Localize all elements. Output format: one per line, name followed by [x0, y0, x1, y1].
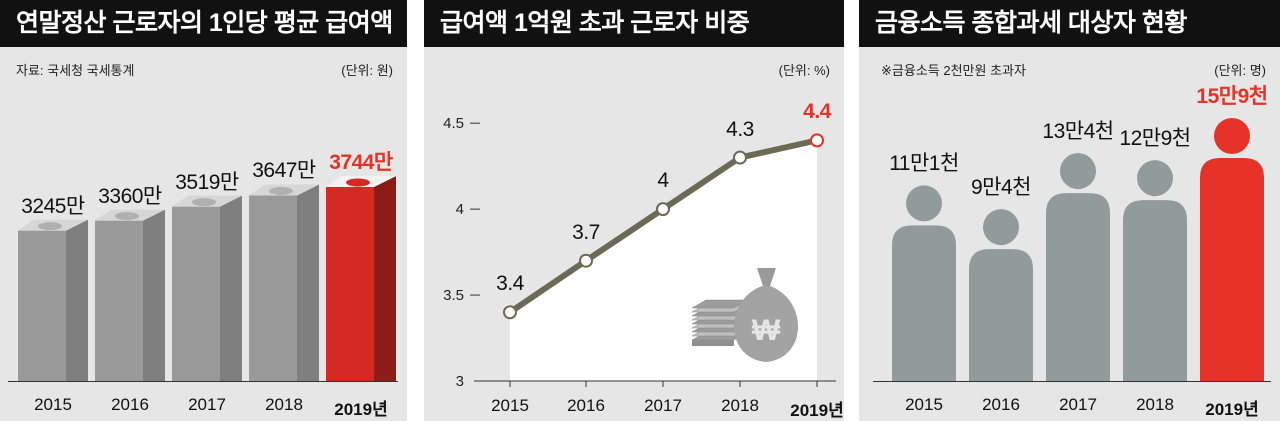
- money-stack-base: [692, 340, 734, 346]
- salary-bar-front: [326, 187, 374, 381]
- line-year-label: 2018: [721, 396, 759, 415]
- salary-value-label: 3245만: [21, 194, 85, 218]
- person-year-label: 2019년: [1205, 400, 1259, 419]
- person-body: [1200, 158, 1264, 381]
- y-tick-label: 4.5: [443, 115, 464, 132]
- person-value-label: 13만4천: [1042, 120, 1114, 144]
- person-body: [1123, 200, 1187, 381]
- salary-bar-front: [249, 195, 297, 381]
- person-year-label: 2016: [982, 395, 1020, 414]
- person-bar-4: [1200, 118, 1264, 381]
- salary-bill-icon: [346, 178, 370, 187]
- financial-income-chart-title: 금융소득 종합과세 대상자 현황: [859, 0, 1280, 47]
- person-value-label: 9만4천: [971, 176, 1032, 200]
- salary-bar-1: [95, 209, 165, 381]
- line-value-label: 4.3: [726, 117, 754, 141]
- salary-bill-icon: [269, 186, 293, 195]
- salary-panel: 연말정산 근로자의 1인당 평균 급여액 자료: 국세청 국세통계 (단위: 원…: [0, 0, 407, 421]
- salary-bar-chart: [18, 176, 396, 381]
- salary-bar-front: [95, 220, 143, 381]
- salary-bar-side: [374, 176, 396, 381]
- person-head: [1214, 118, 1250, 154]
- salary-year-label: 2017: [188, 395, 226, 414]
- salary-bar-4: [326, 176, 396, 381]
- salary-bar-side: [66, 219, 88, 381]
- salary-bar-side: [297, 184, 319, 381]
- salary-bar-side: [220, 195, 242, 381]
- line-year-label: 2017: [644, 396, 682, 415]
- person-bar-0: [892, 185, 956, 381]
- person-value-label: 15만9천: [1196, 85, 1268, 108]
- won-symbol: ₩: [752, 314, 781, 347]
- y-tick-label: 3.5: [443, 287, 464, 304]
- financial-income-panel: 금융소득 종합과세 대상자 현황 ※금융소득 2천만원 초과자 (단위: 명) …: [859, 0, 1280, 421]
- line-value-label: 4: [657, 169, 669, 193]
- data-point-2: [656, 202, 670, 217]
- high-earner-line-chart: 3 3.5 4 4.5 ₩: [443, 115, 836, 390]
- salary-bar-2: [172, 195, 242, 381]
- financial-income-person-chart: [892, 118, 1264, 381]
- person-head: [1137, 160, 1173, 197]
- salary-bar-3: [249, 184, 319, 381]
- salary-value-label: 3360만: [98, 184, 162, 208]
- salary-bill-icon: [38, 222, 62, 231]
- financial-income-unit: (단위: 명): [1214, 63, 1266, 78]
- bag-body: [733, 286, 799, 362]
- data-point-0: [503, 305, 517, 320]
- person-year-label: 2015: [905, 395, 943, 414]
- person-head: [906, 185, 942, 222]
- person-body: [892, 225, 956, 381]
- y-tick-label: 4: [456, 201, 464, 218]
- financial-income-baseline: [873, 381, 1271, 382]
- person-body: [1046, 193, 1110, 381]
- salary-year-label: 2016: [111, 395, 149, 414]
- salary-unit: (단위: 원): [341, 63, 393, 78]
- salary-value-label: 3647만: [252, 159, 316, 183]
- salary-year-label: 2019년: [334, 400, 388, 419]
- financial-income-note: ※금융소득 2천만원 초과자: [881, 63, 1026, 78]
- person-bar-1: [969, 209, 1033, 381]
- high-earner-unit: (단위: %): [778, 63, 830, 78]
- salary-bill-icon: [115, 212, 139, 221]
- person-bar-2: [1046, 153, 1110, 381]
- salary-chart-title: 연말정산 근로자의 1인당 평균 급여액: [0, 0, 407, 47]
- salary-baseline: [8, 381, 398, 382]
- data-point-4: [810, 133, 824, 148]
- line-year-label: 2019년: [790, 401, 844, 420]
- salary-value-label: 3744만: [329, 151, 393, 174]
- salary-bill-icon: [192, 198, 216, 207]
- data-point-3: [733, 150, 747, 165]
- y-tick-label: 3: [456, 373, 464, 390]
- salary-bar-side: [143, 209, 165, 381]
- data-point-1: [579, 253, 593, 268]
- person-body: [969, 249, 1033, 381]
- high-earner-chart-title: 급여액 1억원 초과 근로자 비중: [424, 0, 844, 47]
- person-year-label: 2017: [1059, 395, 1097, 414]
- money-bag-icon: ₩: [733, 268, 799, 362]
- person-value-label: 12만9천: [1119, 127, 1191, 151]
- person-head: [1060, 153, 1096, 190]
- salary-year-label: 2015: [34, 395, 72, 414]
- person-value-label: 11만1천: [889, 152, 959, 176]
- salary-year-label: 2018: [265, 395, 303, 414]
- person-bar-3: [1123, 160, 1187, 381]
- line-value-label: 4.4: [803, 100, 831, 124]
- high-earner-panel: 급여액 1억원 초과 근로자 비중 (단위: %) 3 3.5 4 4.5 ₩ 3.4 2…: [424, 0, 844, 421]
- person-head: [983, 209, 1019, 246]
- salary-bar-0: [18, 219, 88, 381]
- line-year-label: 2016: [567, 396, 605, 415]
- line-year-label: 2015: [491, 396, 529, 415]
- line-value-label: 3.7: [572, 220, 600, 244]
- line-value-label: 3.4: [496, 272, 524, 296]
- salary-bar-front: [172, 206, 220, 381]
- salary-source: 자료: 국세청 국세통계: [16, 63, 135, 78]
- bag-neck: [757, 268, 776, 286]
- salary-value-label: 3519만: [175, 170, 239, 194]
- person-year-label: 2018: [1136, 395, 1174, 414]
- salary-bar-front: [18, 230, 66, 381]
